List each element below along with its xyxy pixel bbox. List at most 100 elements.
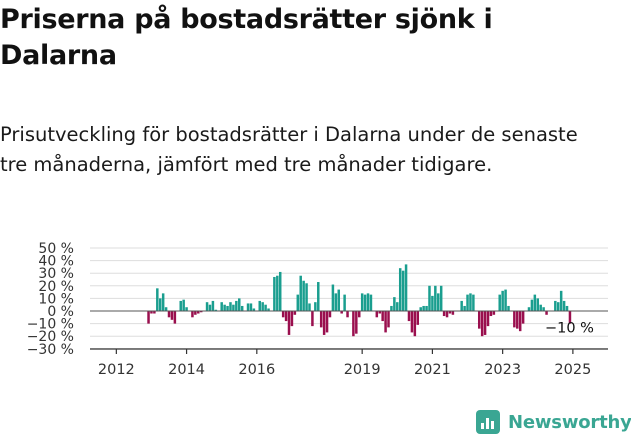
bar — [507, 305, 510, 311]
bar — [167, 311, 171, 318]
x-tick-label: 2021 — [414, 362, 451, 378]
bar — [258, 300, 261, 311]
newsworthy-logo-icon — [476, 410, 500, 434]
bar — [407, 311, 411, 322]
x-axis: 2012 2014 2016 2019 2021 2023 2025 — [90, 348, 608, 378]
bar — [498, 294, 501, 311]
bar — [302, 280, 305, 311]
bar — [466, 294, 469, 311]
bar — [533, 294, 537, 311]
bar — [331, 284, 335, 311]
bar — [205, 302, 209, 311]
bar — [442, 311, 446, 317]
bar — [161, 293, 165, 311]
y-tick-label: −30 % — [27, 342, 74, 358]
bar — [358, 311, 361, 318]
bar — [334, 293, 338, 311]
bar — [396, 302, 399, 311]
bar — [308, 303, 311, 311]
x-tick-label: 2012 — [98, 362, 135, 378]
bar — [147, 311, 150, 324]
chart-subtitle: Prisutveckling för bostadsrätter i Dalar… — [0, 123, 578, 176]
bar — [483, 311, 487, 335]
y-tick-label: 50 % — [38, 241, 74, 257]
y-tick-label: 0 % — [47, 304, 74, 320]
bar — [387, 311, 390, 328]
bar — [431, 295, 434, 311]
bar — [220, 302, 223, 311]
y-axis-ticks: 50 %40 %30 %20 %10 %0 %−10 %−20 %−30 % — [27, 241, 74, 358]
bar — [545, 311, 548, 315]
bar — [363, 294, 367, 311]
bar — [518, 311, 522, 332]
bar — [238, 298, 241, 311]
bar — [489, 311, 493, 317]
bar — [492, 311, 496, 315]
bar — [413, 311, 417, 337]
bar — [287, 311, 291, 335]
bar — [311, 311, 314, 327]
bar — [284, 311, 288, 322]
bar — [346, 311, 349, 318]
bar — [191, 311, 194, 318]
x-tick-label: 2014 — [168, 362, 205, 378]
bar — [369, 294, 373, 311]
bar — [290, 311, 294, 327]
bar — [281, 311, 285, 318]
bar-chart: 50 %40 %30 %20 %10 %0 %−10 %−20 %−30 % 2… — [27, 241, 608, 378]
brand-name: Newsworthy — [508, 411, 631, 433]
x-tick-label: 2023 — [484, 362, 521, 378]
x-tick-label: 2016 — [238, 362, 275, 378]
x-tick-label: 2019 — [344, 362, 381, 378]
bar — [325, 311, 329, 333]
bar — [296, 294, 300, 311]
bar — [554, 300, 557, 311]
bar — [381, 311, 384, 322]
bar — [164, 307, 168, 311]
bar — [317, 282, 320, 311]
bar — [568, 311, 572, 324]
bar — [504, 289, 507, 311]
bar — [501, 290, 504, 311]
bar — [208, 304, 212, 311]
bar — [419, 307, 422, 311]
bar — [232, 304, 235, 311]
bar — [264, 304, 267, 311]
bar — [214, 309, 218, 311]
last-value-label: −10 % — [545, 321, 594, 337]
bar — [293, 311, 297, 315]
bar — [276, 275, 279, 311]
grid-lines — [90, 247, 608, 350]
bar — [416, 311, 420, 325]
bar — [173, 311, 177, 324]
bar — [226, 305, 229, 311]
bar — [179, 300, 182, 311]
bar — [425, 305, 428, 311]
bar — [477, 311, 481, 329]
y-tick-label: 30 % — [38, 266, 74, 282]
bar — [472, 294, 475, 311]
bar — [557, 302, 560, 311]
bar — [158, 298, 162, 311]
bar — [343, 294, 346, 311]
bar — [360, 293, 364, 311]
x-tick-label: 2025 — [554, 362, 591, 378]
bar — [246, 303, 250, 311]
bar — [428, 285, 431, 311]
bar — [562, 300, 566, 311]
bar — [355, 311, 358, 334]
bar — [445, 311, 449, 318]
bar — [437, 293, 440, 311]
bar — [156, 288, 159, 311]
bar — [521, 311, 525, 324]
bar — [463, 305, 466, 311]
bar — [170, 311, 174, 320]
bar — [469, 293, 472, 311]
y-tick-label: −10 % — [27, 317, 74, 333]
bar — [305, 283, 308, 311]
bar — [314, 302, 317, 311]
bar — [249, 303, 253, 311]
bar — [422, 305, 425, 311]
bar — [252, 308, 256, 311]
chart-title: Priserna på bostadsrätter sjönk i Dalarn… — [0, 4, 493, 71]
